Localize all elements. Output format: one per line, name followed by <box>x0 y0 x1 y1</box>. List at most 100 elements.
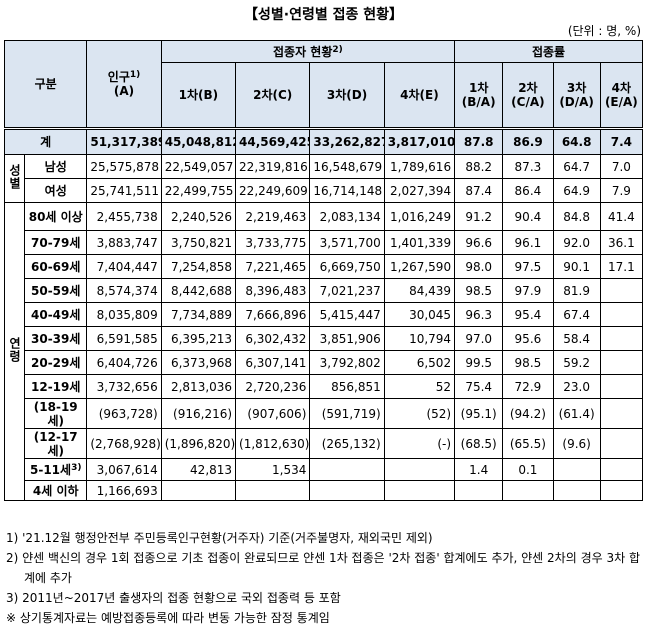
data-cell: 6,395,213 <box>160 326 237 351</box>
data-cell <box>599 458 644 481</box>
data-cell: (94.2) <box>502 398 554 429</box>
row-label: 4세 이하 <box>24 480 88 501</box>
data-row: 5-11세3) 3,067,614 42,813 1,534 1.4 0.1 <box>5 458 644 481</box>
data-cell: 1,016,249 <box>383 202 456 231</box>
data-cell: 6,373,968 <box>160 350 237 375</box>
data-cell: 95.6 <box>502 326 554 351</box>
data-cell: 2,083,134 <box>309 202 385 231</box>
header-text: 4차 <box>611 81 632 95</box>
data-cell <box>383 458 456 481</box>
header-cell: 3차(D) <box>309 62 385 129</box>
data-cell: 7,254,858 <box>160 254 237 279</box>
header-cell: 3차 (D/A) <box>552 62 601 129</box>
data-cell: (265,132) <box>309 428 385 459</box>
data-cell: 91.2 <box>454 202 504 231</box>
data-cell: 95.4 <box>502 302 554 327</box>
header-text: (E/A) <box>604 95 638 109</box>
data-row: 연령 80세 이상 2,455,738 2,240,526 2,219,463 2,083… <box>3 202 644 501</box>
data-cell: 0.1 <box>502 458 554 481</box>
row-label: 70-79세 <box>24 230 88 255</box>
data-cell: 7,221,465 <box>235 254 311 279</box>
data-cell: 33,262,827 <box>309 127 385 155</box>
data-cell: 98.0 <box>454 254 504 279</box>
row-label: 5-11세3) <box>24 458 88 481</box>
header-cell: 구분 <box>3 40 88 129</box>
data-cell: 87.8 <box>454 127 504 155</box>
data-cell: (65.5) <box>502 428 554 459</box>
data-row: 성별 남성 25,575,878 22,549,057 22,319,816 16,548… <box>3 154 644 203</box>
data-cell: 87.4 <box>454 178 504 203</box>
row-label: 50-59세 <box>24 278 88 303</box>
data-cell <box>599 398 644 429</box>
data-row: 50-59세 8,574,374 8,442,688 8,396,483 7,021,2… <box>5 278 644 303</box>
data-cell: 2,027,394 <box>383 178 456 203</box>
data-cell: 3,817,010 <box>383 127 456 155</box>
row-label-text: 남성 <box>44 159 67 174</box>
data-cell: 45,048,812 <box>160 127 237 155</box>
row-label-text: 70-79세 <box>31 235 81 250</box>
data-cell: 84.8 <box>552 202 601 231</box>
data-row: 4세 이하 1,166,693 <box>5 480 644 501</box>
title: 【성별·연령별 접종 현황】 <box>244 7 403 23</box>
group-label-cell: 성별 <box>3 154 26 203</box>
data-cell: 96.3 <box>454 302 504 327</box>
header-cell: 1차 (B/A) <box>454 62 504 129</box>
header-text: 인구 <box>107 70 130 84</box>
data-cell: 44,569,425 <box>235 127 311 155</box>
data-cell: 6,302,432 <box>235 326 311 351</box>
data-cell: 81.9 <box>552 278 601 303</box>
data-cell: 99.5 <box>454 350 504 375</box>
data-cell: 22,319,816 <box>235 154 311 179</box>
data-cell <box>454 480 504 501</box>
data-row: (12-17세) (2,768,928) (1,896,820) (1,812,630… <box>5 428 644 459</box>
data-row: 30-39세 6,591,585 6,395,213 6,302,432 3,851,9… <box>5 326 644 351</box>
row-label-text: 50-59세 <box>31 283 81 298</box>
data-cell: 2,813,036 <box>160 374 237 399</box>
row-label: (12-17세) <box>24 428 88 459</box>
data-cell: 58.4 <box>552 326 601 351</box>
data-cell: 59.2 <box>552 350 601 375</box>
data-cell <box>160 480 237 501</box>
data-cell: (907,606) <box>235 398 311 429</box>
data-row: 60-69세 7,404,447 7,254,858 7,221,465 6,669,7… <box>5 254 644 279</box>
total-row: 계 51,317,389 45,048,812 44,569,425 33,262,82… <box>3 127 644 155</box>
header-text: 2차 <box>518 81 538 95</box>
data-cell: 25,575,878 <box>86 154 162 179</box>
data-cell: 25,741,511 <box>86 178 162 203</box>
data-cell: 6,591,585 <box>86 326 162 351</box>
data-cell: 8,442,688 <box>160 278 237 303</box>
data-cell: 7.0 <box>599 154 644 179</box>
data-cell: 3,733,775 <box>235 230 311 255</box>
data-cell: 1,401,339 <box>383 230 456 255</box>
row-label: 12-19세 <box>24 374 88 399</box>
header-text: 접종자 현황 <box>273 44 333 59</box>
data-row: 12-19세 3,732,656 2,813,036 2,720,236 856,851… <box>5 374 644 399</box>
data-cell: 98.5 <box>502 350 554 375</box>
data-cell: 86.9 <box>502 127 554 155</box>
data-cell: 3,067,614 <box>86 458 162 481</box>
data-cell: 6,502 <box>383 350 456 375</box>
data-cell <box>383 480 456 501</box>
data-cell <box>599 428 644 459</box>
row-label-text: 40-49세 <box>31 307 81 322</box>
data-cell <box>599 350 644 375</box>
data-cell: (61.4) <box>552 398 601 429</box>
footnote: 3) 2011년~2017년 출생자의 접종 현황으로 국외 접종력 등 포함 <box>6 591 341 605</box>
row-label: 여성 <box>24 178 88 203</box>
group-label: 연령 <box>7 337 22 363</box>
row-label: 남성 <box>24 154 88 179</box>
footnotes: 1) '21.12월 행정안전부 주민등록인구현황(거주자) 기준(거주불명자,… <box>6 528 642 628</box>
data-cell: (2,768,928) <box>86 428 162 459</box>
header-cell: 4차(E) <box>383 62 456 129</box>
footnote: 1) '21.12월 행정안전부 주민등록인구현황(거주자) 기준(거주불명자,… <box>6 531 433 545</box>
data-cell: 3,883,747 <box>86 230 162 255</box>
data-cell: (1,896,820) <box>160 428 237 459</box>
data-cell: (9.6) <box>552 428 601 459</box>
data-cell: 2,455,738 <box>86 202 162 231</box>
data-cell: 6,307,141 <box>235 350 311 375</box>
header-cell: 4차 (E/A) <box>599 62 644 129</box>
group-label-cell: 연령 <box>3 202 26 501</box>
note-marker: 3) <box>71 462 82 473</box>
data-cell: 856,851 <box>309 374 385 399</box>
data-cell: 8,574,374 <box>86 278 162 303</box>
